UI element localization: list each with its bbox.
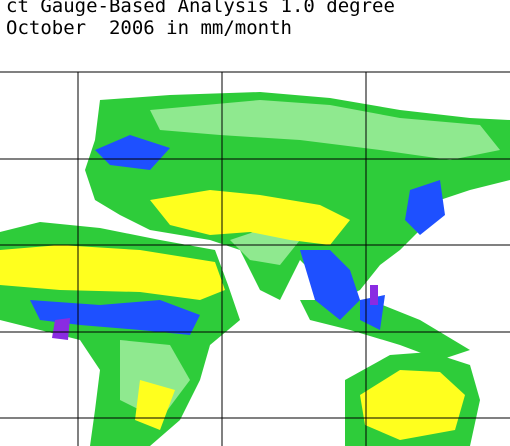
title-line: October 2006 in mm/month: [6, 17, 292, 39]
title-line: ct Gauge-Based Analysis 1.0 degree: [6, 0, 395, 17]
precip-dry: [0, 190, 465, 440]
grid: [0, 71, 510, 446]
